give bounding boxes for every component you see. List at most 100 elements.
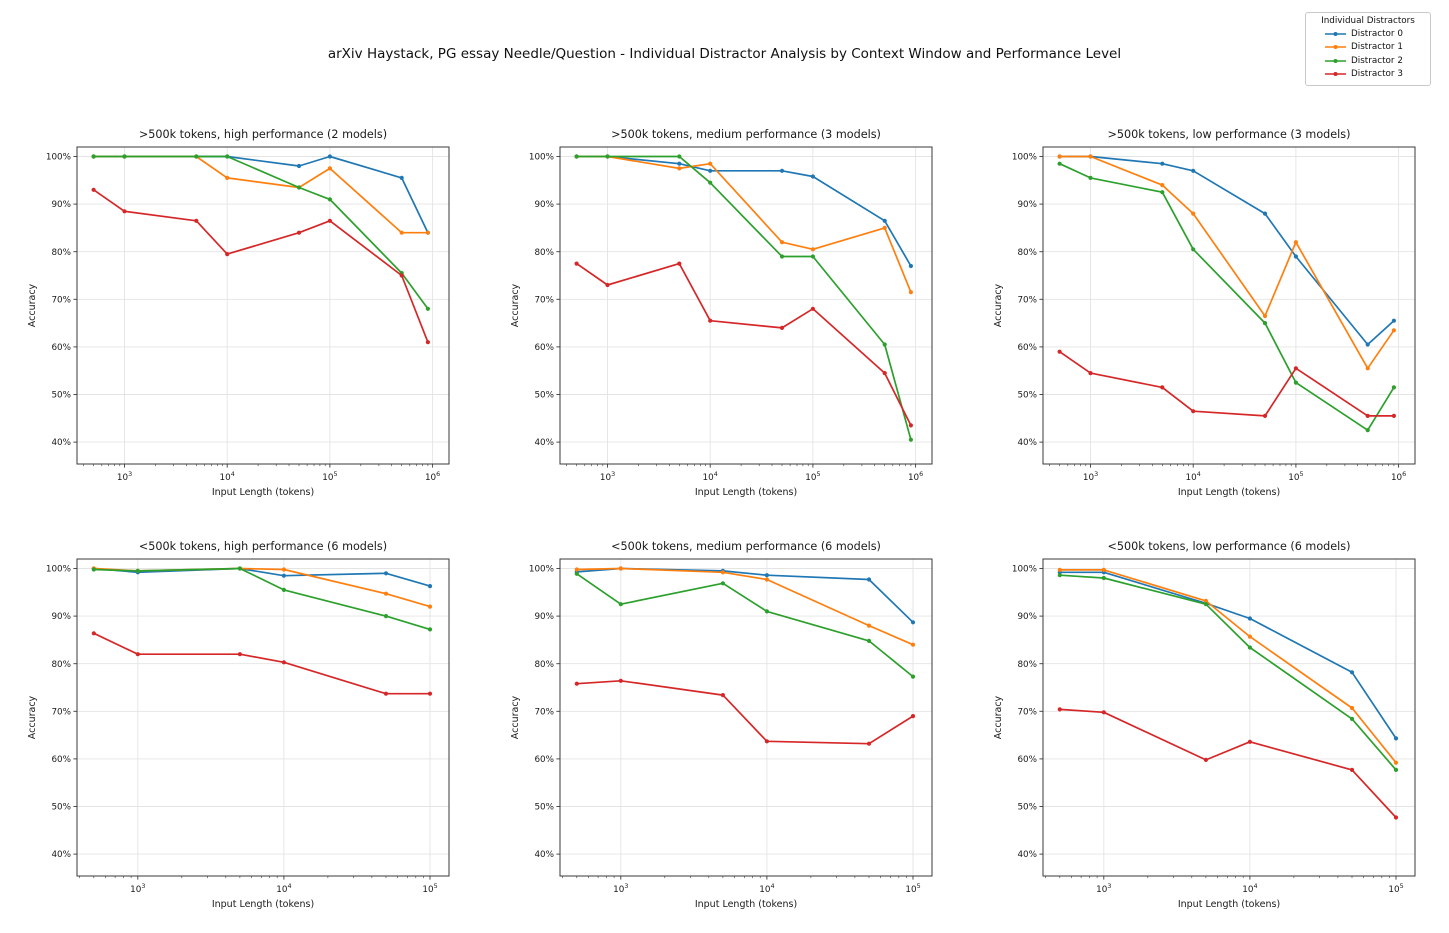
gridlines — [77, 147, 449, 464]
subplot-grid: 103 104 105 106 100% 90% 80% 70% 60% 50% 40% >500k … — [0, 109, 1449, 933]
legend-title: Individual Distractors — [1321, 16, 1415, 26]
series-distractor-0 — [1057, 154, 1396, 347]
x-axis: 103 104 105 106 — [566, 464, 923, 483]
svg-text:103: 103 — [1096, 882, 1111, 895]
svg-text:80%: 80% — [534, 248, 554, 258]
x-axis: 103 104 105 — [1045, 876, 1404, 895]
svg-text:100%: 100% — [529, 565, 554, 575]
svg-text:50%: 50% — [51, 391, 71, 401]
series-distractor-1 — [1057, 567, 1399, 765]
legend-entry-label: Distractor 1 — [1351, 42, 1403, 53]
series-distractor-3 — [91, 187, 430, 345]
y-axis: 100% 90% 80% 70% 60% 50% 40% — [1012, 565, 1043, 860]
series-distractor-1 — [1057, 154, 1396, 371]
series-distractor-3 — [1057, 707, 1399, 820]
svg-text:103: 103 — [130, 882, 145, 895]
figure-title: arXiv Haystack, PG essay Needle/Question… — [327, 46, 1122, 62]
svg-text:105: 105 — [905, 882, 920, 895]
subplot-title: <500k tokens, low performance (6 models) — [1108, 540, 1351, 553]
svg-text:105: 105 — [805, 470, 820, 483]
svg-text:106: 106 — [1391, 470, 1406, 483]
svg-text:60%: 60% — [534, 755, 554, 765]
svg-text:60%: 60% — [534, 343, 554, 353]
svg-text:104: 104 — [276, 882, 291, 895]
svg-text:105: 105 — [1388, 882, 1403, 895]
svg-text:90%: 90% — [1017, 200, 1037, 210]
y-axis: 100% 90% 80% 70% 60% 50% 40% — [529, 153, 560, 448]
series-distractor-0 — [91, 154, 430, 235]
svg-text:100%: 100% — [1012, 153, 1037, 163]
series-distractor-1 — [574, 566, 916, 647]
legend-entry: Distractor 0 — [1311, 27, 1425, 41]
legend-line-sample-icon — [1325, 45, 1346, 50]
svg-text:40%: 40% — [534, 850, 554, 860]
y-axis-label: Accuracy — [993, 283, 1004, 327]
legend-entry-label: Distractor 0 — [1351, 28, 1403, 39]
legend-entry: Distractor 3 — [1311, 68, 1425, 82]
svg-text:80%: 80% — [1017, 248, 1037, 258]
subplot-gt500k-low: 103 104 105 106 100% 90% 80% 70% 60% 50% 40% >500k … — [993, 128, 1416, 498]
svg-text:103: 103 — [1083, 470, 1098, 483]
y-axis-label: Accuracy — [993, 695, 1004, 739]
subplot-title: >500k tokens, high performance (2 models… — [139, 128, 387, 141]
x-axis: 103 104 105 106 — [83, 464, 440, 483]
subplot-title: >500k tokens, medium performance (3 mode… — [611, 128, 881, 141]
legend-line-sample-icon — [1325, 31, 1346, 36]
svg-text:60%: 60% — [1017, 755, 1037, 765]
svg-text:103: 103 — [117, 470, 132, 483]
svg-text:104: 104 — [759, 882, 774, 895]
svg-text:104: 104 — [220, 470, 235, 483]
svg-text:90%: 90% — [534, 612, 554, 622]
svg-text:40%: 40% — [1017, 850, 1037, 860]
plot-border — [559, 558, 933, 877]
svg-text:70%: 70% — [51, 707, 71, 717]
svg-text:104: 104 — [703, 470, 718, 483]
y-axis-label: Accuracy — [27, 695, 38, 739]
svg-text:50%: 50% — [1017, 803, 1037, 813]
y-axis: 100% 90% 80% 70% 60% 50% 40% — [46, 565, 77, 860]
svg-text:90%: 90% — [534, 200, 554, 210]
svg-text:50%: 50% — [534, 391, 554, 401]
plot-border — [559, 146, 933, 465]
subplot-lt500k-high: 103 104 105 100% 90% 80% 70% 60% 50% 40% <500k tok… — [27, 540, 450, 910]
series-distractor-3 — [574, 261, 913, 428]
svg-text:40%: 40% — [1017, 438, 1037, 448]
series-distractor-1 — [574, 154, 913, 295]
svg-text:70%: 70% — [1017, 295, 1037, 305]
legend-entry: Distractor 1 — [1311, 41, 1425, 55]
svg-text:104: 104 — [1242, 882, 1257, 895]
svg-text:100%: 100% — [529, 153, 554, 163]
legend: Individual Distractors Distractor 0 Dist… — [1305, 12, 1431, 86]
subplot-gt500k-high: 103 104 105 106 100% 90% 80% 70% 60% 50% 40% >500k … — [27, 128, 450, 498]
series-distractor-3 — [1057, 349, 1396, 418]
legend-entry-label: Distractor 3 — [1351, 69, 1403, 80]
y-axis-label: Accuracy — [510, 695, 521, 739]
svg-text:80%: 80% — [534, 660, 554, 670]
subplot-lt500k-low: 103 104 105 100% 90% 80% 70% 60% 50% 40% <500k tok… — [993, 540, 1416, 910]
svg-text:70%: 70% — [534, 295, 554, 305]
subplot-gt500k-medium: 103 104 105 106 100% 90% 80% 70% 60% 50% 40% >500k … — [510, 128, 933, 498]
gridlines — [1043, 147, 1415, 464]
y-axis: 100% 90% 80% 70% 60% 50% 40% — [529, 565, 560, 860]
gridlines — [77, 559, 449, 876]
svg-text:105: 105 — [422, 882, 437, 895]
subplot-title: <500k tokens, medium performance (6 mode… — [611, 540, 881, 553]
svg-text:60%: 60% — [51, 755, 71, 765]
svg-text:70%: 70% — [51, 295, 71, 305]
svg-text:80%: 80% — [1017, 660, 1037, 670]
svg-text:103: 103 — [600, 470, 615, 483]
svg-text:40%: 40% — [51, 850, 71, 860]
svg-text:80%: 80% — [51, 248, 71, 258]
subplot-title: >500k tokens, low performance (3 models) — [1108, 128, 1351, 141]
series-distractor-2 — [574, 571, 916, 679]
svg-text:103: 103 — [613, 882, 628, 895]
series-distractor-1 — [91, 154, 430, 235]
plot-border — [1042, 558, 1416, 877]
y-axis-label: Accuracy — [27, 283, 38, 327]
svg-text:105: 105 — [1288, 470, 1303, 483]
svg-text:104: 104 — [1186, 470, 1201, 483]
svg-text:105: 105 — [322, 470, 337, 483]
x-axis-label: Input Length (tokens) — [1178, 899, 1280, 910]
series-distractor-2 — [1057, 573, 1399, 772]
